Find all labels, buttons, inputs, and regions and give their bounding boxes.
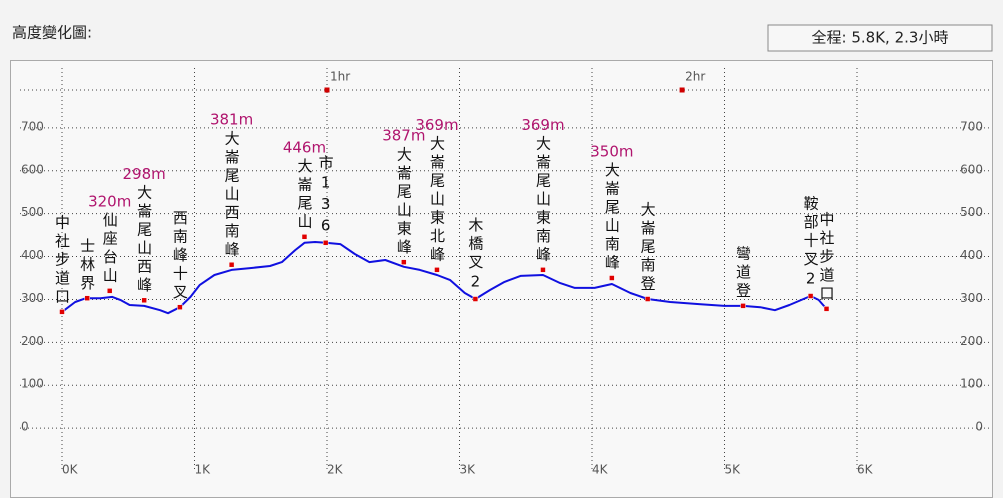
summary-box [767,24,993,52]
elevation-label: 298m [123,165,166,183]
time-marker [679,87,685,93]
waypoint-marker [301,234,308,240]
waypoint-marker [401,259,407,265]
waypoint-label: 鞍部十叉2 [802,196,820,292]
waypoint-marker [228,261,235,268]
y2-tick-label: 200 [960,334,983,348]
elevation-label: 387m [382,127,425,145]
x-tick-label: 0K [62,463,79,477]
elevation-label: 320m [88,192,131,210]
waypoint-marker [106,288,113,294]
elevation-label: 446m [283,138,326,156]
waypoint-label: 仙座台山 [101,212,119,286]
waypoint-label: 大崙尾山東峰 [395,146,413,257]
waypoint-marker [644,296,651,302]
x-tick-label: 2K [327,463,344,477]
waypoint-marker [823,306,830,312]
y-tick-label: 100 [21,377,44,391]
y-tick-label: 500 [21,205,44,219]
elevation-label: 369m [415,116,458,134]
elevation-label: 350m [590,143,633,161]
x-tick-label: 4K [592,463,609,477]
waypoint-label: 西南峰十叉 [171,210,189,303]
waypoint-label: 士林界 [78,238,96,294]
waypoint-label: 大崙尾山東南峰 [534,135,552,265]
waypoint-label: 大崙尾山西峰 [135,184,153,295]
y2-tick-label: 300 [960,291,983,305]
waypoint-marker [740,303,746,309]
y-tick-label: 600 [21,162,44,176]
time-marker [324,87,330,93]
waypoint-marker [59,309,65,315]
waypoint-label: 彎道登 [734,245,752,301]
y2-tick-label: 500 [960,205,983,219]
waypoint-label: 大崙尾山東北峰 [428,135,446,265]
waypoint-marker [472,296,479,302]
y2-tick-label: 700 [960,119,983,133]
waypoint-label: 大崙尾南登 [639,202,657,295]
waypoint-label: 大崙尾山西南峰 [223,130,241,260]
plot-panel [10,60,993,498]
y-tick-label: 700 [21,119,44,133]
waypoint-label: 市136 [317,155,335,238]
waypoint-label: 中社步道口 [53,214,71,307]
summary: 全程: 5.8K, 2.3小時 [812,29,949,47]
time-label: 1hr [330,70,350,84]
y-tick-label: 200 [21,334,44,348]
waypoint-label: 中社步道口 [818,211,836,304]
y-tick-label: 400 [21,248,44,262]
waypoint-label: 木橋叉2 [466,217,484,294]
x-tick-label: 1K [195,463,212,477]
y2-tick-label: 600 [960,162,983,176]
waypoint-marker [807,293,814,299]
elevation-line [61,241,828,315]
waypoint-marker [84,295,90,301]
waypoint-marker [141,297,147,304]
elevation-label: 369m [521,116,564,134]
x-tick-label: 5K [725,463,742,477]
waypoint-marker [322,240,329,246]
y-tick-label: 300 [21,291,44,305]
header-title: 高度變化圖: [12,24,92,42]
y2-tick-label: 400 [960,248,983,262]
waypoint-label: 大崙尾山南峰 [603,162,621,273]
waypoint-label: 大崙尾山 [295,158,313,232]
waypoint-marker [540,267,546,273]
time-label: 2hr [685,70,705,84]
waypoint-marker [177,304,183,310]
y-tick-label: 0 [21,420,29,434]
x-tick-label: 3K [460,463,477,477]
waypoint-marker [434,267,440,273]
y2-tick-label: 0 [975,420,983,434]
waypoint-marker [609,275,615,281]
y2-tick-label: 100 [960,377,983,391]
elevation-label: 381m [210,111,253,129]
x-tick-label: 6K [857,463,874,477]
